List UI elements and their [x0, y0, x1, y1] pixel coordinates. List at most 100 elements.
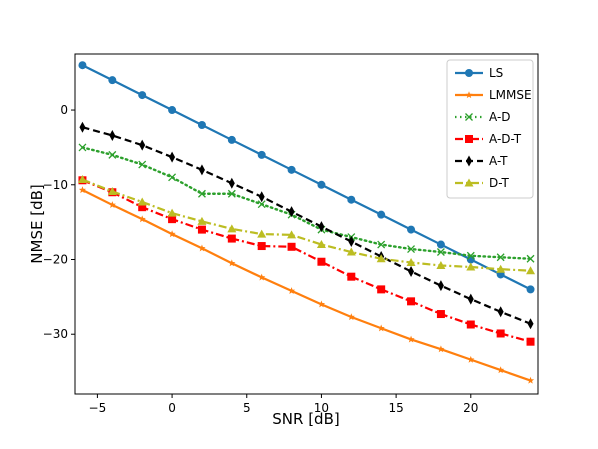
data-point	[109, 129, 116, 141]
legend-label: LMMSE	[489, 88, 532, 102]
data-point	[78, 143, 87, 152]
legend-marker	[465, 135, 473, 143]
data-point	[79, 121, 86, 133]
series-line-a-d-t	[82, 179, 531, 343]
data-point	[287, 230, 297, 239]
data-point	[227, 224, 237, 233]
data-point	[137, 197, 147, 206]
legend-label: D-T	[489, 176, 509, 190]
data-point	[257, 200, 266, 209]
data-point	[228, 177, 235, 189]
data-point	[317, 180, 326, 189]
data-point	[497, 306, 504, 318]
data-point	[527, 318, 534, 330]
data-point	[138, 215, 146, 223]
data-point	[467, 293, 474, 305]
legend: LS LMMSE A-D A-D-T A-T D-T	[446, 59, 534, 199]
series-line-d-t	[82, 178, 531, 272]
data-point	[318, 221, 325, 233]
data-point	[526, 254, 535, 263]
data-point	[107, 186, 117, 195]
data-point	[198, 164, 205, 176]
data-point	[377, 240, 386, 249]
plot-frame	[74, 53, 539, 395]
data-point	[437, 280, 444, 292]
data-point	[287, 287, 296, 294]
legend-label: A-T	[489, 154, 508, 168]
legend-item-ls: LS	[455, 66, 503, 80]
y-tick-label: −10	[43, 178, 68, 192]
data-point	[436, 310, 445, 319]
data-point	[138, 203, 147, 212]
data-point	[526, 266, 536, 275]
legend-marker	[464, 178, 474, 187]
data-point	[526, 376, 535, 384]
series-layer	[77, 61, 536, 384]
data-point	[138, 91, 147, 100]
data-point	[348, 236, 355, 248]
data-point	[168, 106, 177, 115]
data-point	[317, 300, 326, 308]
data-point	[377, 324, 385, 332]
series-lmmse	[78, 186, 535, 384]
data-point	[377, 285, 386, 294]
legend-item-lmmse: LMMSE	[455, 88, 532, 102]
data-point	[496, 253, 505, 262]
data-point	[436, 240, 445, 249]
data-point	[197, 216, 207, 225]
data-point	[197, 189, 206, 198]
series-line-a-t	[82, 126, 531, 325]
x-tick-label: 10	[314, 401, 329, 415]
data-point	[227, 234, 236, 243]
series-line-a-d	[81, 146, 532, 260]
legend-label: A-D	[489, 110, 511, 124]
data-point	[526, 337, 535, 346]
x-tick-label: 20	[463, 401, 478, 415]
data-point	[347, 195, 356, 204]
x-tick-label: 5	[243, 401, 251, 415]
legend-label: LS	[489, 66, 503, 80]
data-point	[139, 139, 146, 151]
data-point	[197, 120, 206, 129]
data-point	[347, 313, 355, 321]
data-point	[407, 225, 416, 234]
data-point	[168, 230, 176, 238]
legend-item-a-t: A-T	[455, 154, 508, 168]
data-point	[496, 329, 505, 338]
series-d-t	[77, 175, 536, 275]
data-point	[287, 165, 296, 174]
data-point	[377, 210, 386, 219]
legend-label: A-D-T	[489, 132, 522, 146]
data-point	[407, 335, 415, 343]
data-point	[467, 355, 475, 363]
data-point	[317, 257, 326, 266]
data-point	[78, 61, 87, 70]
data-point	[407, 297, 416, 306]
data-point	[316, 240, 326, 249]
y-axis-label: NMSE [dB]	[28, 184, 46, 263]
data-point	[288, 206, 295, 218]
series-ls	[78, 61, 535, 294]
legend-item-a-d: A-D	[455, 110, 511, 124]
data-point	[408, 265, 415, 277]
y-tick-label: −30	[43, 327, 68, 341]
data-point	[376, 254, 386, 263]
data-point	[437, 345, 445, 353]
data-point	[497, 366, 505, 374]
x-tick-label: 15	[388, 401, 403, 415]
legend-marker	[466, 155, 472, 167]
y-tick-label: 0	[60, 103, 68, 117]
data-point	[77, 175, 87, 184]
legend-marker	[465, 91, 473, 99]
x-tick-label: −5	[89, 401, 107, 415]
data-point	[257, 150, 266, 159]
legend-item-a-d-t: A-D-T	[455, 132, 522, 146]
data-point	[227, 135, 236, 144]
data-point	[466, 262, 476, 271]
data-point	[168, 173, 177, 182]
series-a-t	[79, 121, 534, 330]
data-point	[108, 201, 116, 209]
data-point	[526, 285, 535, 294]
data-point	[257, 229, 267, 238]
